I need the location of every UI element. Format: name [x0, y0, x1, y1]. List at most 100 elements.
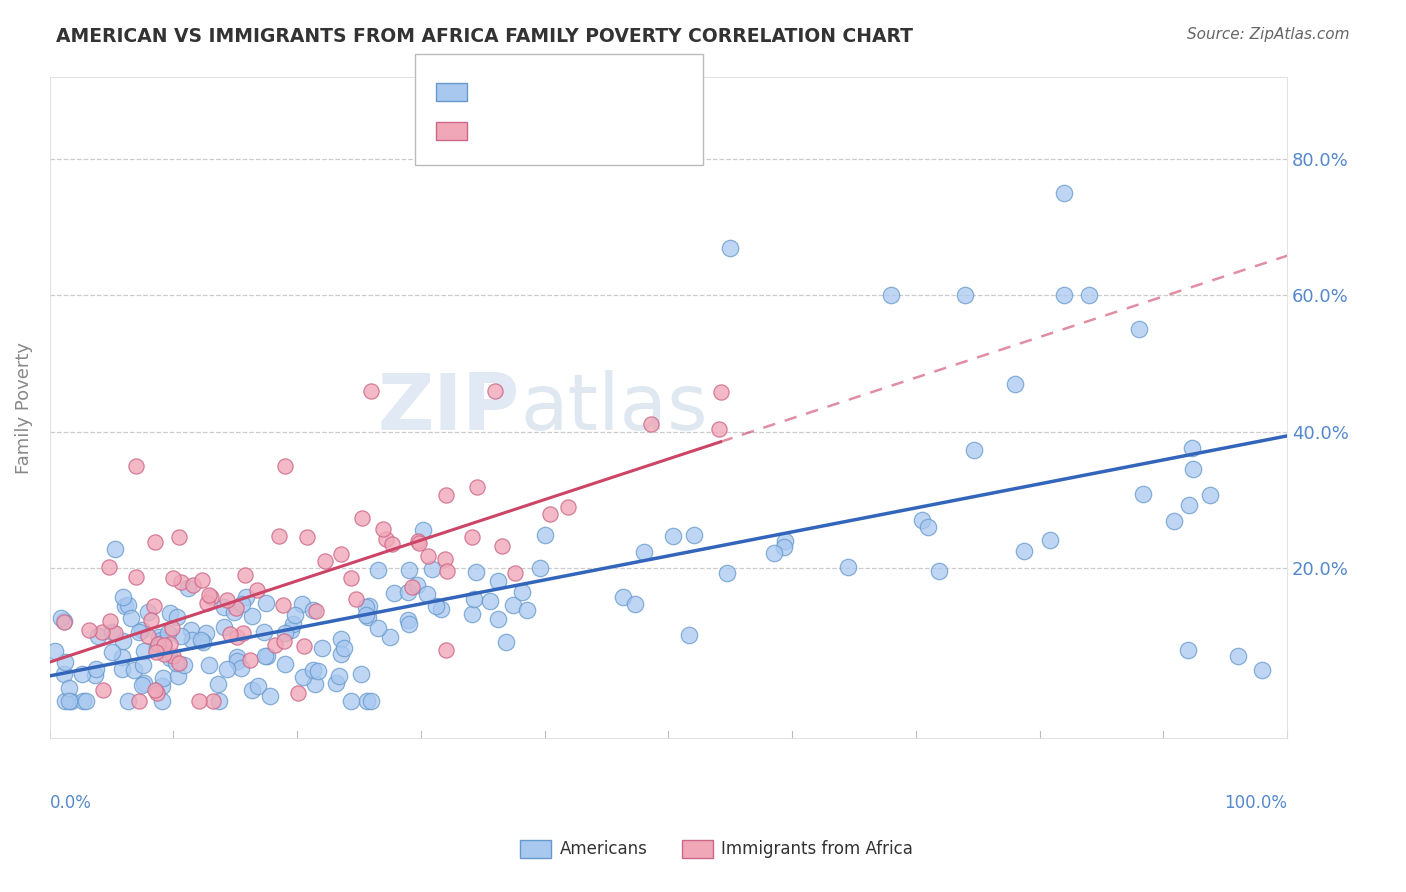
Point [762, 546, 785, 560]
Point [1198, 488, 1220, 502]
Point [215, 593, 238, 607]
Point [955, 288, 977, 302]
Text: ZIP: ZIP [378, 370, 520, 446]
Point [111, 634, 134, 648]
Text: 0.514: 0.514 [510, 83, 562, 101]
Point [415, 587, 437, 601]
Point [557, 500, 579, 514]
Point [1163, 514, 1185, 528]
Point [72, 666, 94, 681]
Point [60, 694, 83, 708]
Point [128, 625, 150, 640]
Point [354, 607, 377, 622]
Point [187, 694, 209, 708]
Point [274, 657, 297, 671]
Point [218, 627, 240, 641]
Text: N =: N = [560, 83, 596, 101]
Point [128, 694, 150, 708]
Point [79, 623, 101, 637]
Point [145, 640, 167, 655]
Point [104, 626, 127, 640]
Point [661, 529, 683, 543]
Point [150, 632, 173, 647]
Point [44, 644, 66, 658]
Point [114, 599, 136, 613]
Point [53, 666, 76, 681]
Point [624, 597, 647, 611]
Text: 0.0%: 0.0% [49, 795, 91, 813]
Point [1132, 487, 1154, 501]
Point [212, 619, 235, 633]
Point [378, 630, 401, 644]
Point [170, 574, 193, 589]
Point [215, 662, 238, 676]
Point [157, 626, 180, 640]
Point [117, 694, 139, 708]
Point [273, 625, 295, 640]
Point [240, 609, 263, 624]
Point [259, 690, 281, 704]
Point [367, 563, 389, 577]
Point [837, 560, 859, 574]
Point [350, 510, 373, 524]
Point [274, 458, 297, 473]
Point [425, 599, 447, 613]
Point [420, 562, 443, 576]
Point [529, 561, 551, 575]
Point [1053, 288, 1076, 302]
Point [283, 607, 305, 622]
Point [406, 533, 429, 548]
Point [125, 570, 148, 584]
Point [640, 417, 662, 431]
Point [773, 534, 796, 549]
Point [146, 637, 169, 651]
Point [131, 624, 153, 638]
Point [398, 563, 420, 577]
Point [101, 624, 124, 639]
Point [917, 520, 939, 534]
Point [1182, 462, 1205, 476]
Text: 0.577: 0.577 [510, 122, 562, 140]
Point [225, 650, 247, 665]
Point [510, 585, 533, 599]
Point [406, 578, 429, 592]
Point [533, 527, 555, 541]
Point [53, 694, 76, 708]
Point [502, 598, 524, 612]
Point [287, 685, 309, 699]
Point [150, 680, 173, 694]
Point [302, 663, 325, 677]
Text: Americans: Americans [560, 840, 648, 858]
Point [412, 524, 434, 538]
Point [256, 648, 278, 663]
Point [72, 694, 94, 708]
Point [86, 629, 108, 643]
Point [381, 537, 404, 551]
Point [254, 596, 277, 610]
Point [371, 522, 394, 536]
Point [271, 599, 294, 613]
Point [160, 621, 183, 635]
Point [98, 615, 121, 629]
Point [166, 610, 188, 624]
Point [120, 611, 142, 625]
Point [117, 599, 139, 613]
Point [167, 656, 190, 670]
Point [226, 630, 249, 644]
Point [91, 682, 114, 697]
Point [229, 661, 252, 675]
Point [465, 480, 488, 494]
Point [486, 574, 509, 589]
Point [159, 606, 181, 620]
Point [111, 649, 134, 664]
Point [374, 533, 396, 547]
Point [150, 694, 173, 708]
Point [124, 663, 146, 677]
Point [678, 628, 700, 642]
Point [190, 632, 212, 647]
Point [139, 613, 162, 627]
Point [198, 658, 221, 673]
Point [58, 694, 80, 708]
Point [461, 607, 484, 622]
Point [134, 676, 156, 690]
